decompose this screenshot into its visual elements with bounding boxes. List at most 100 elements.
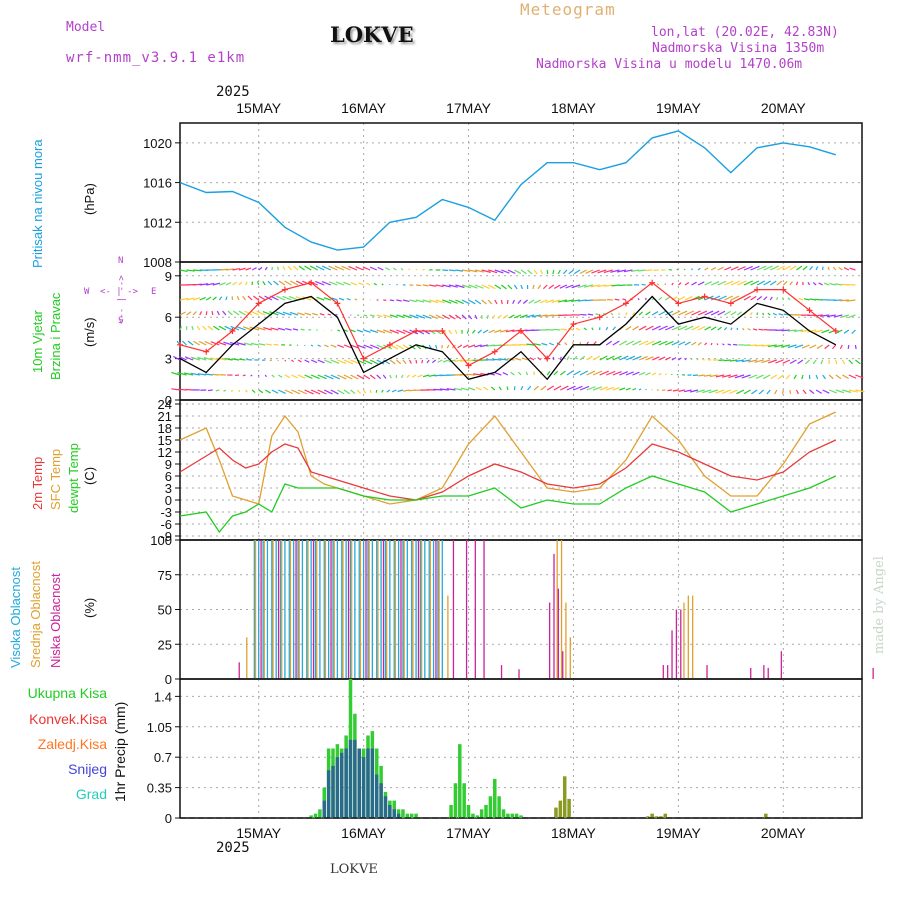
wind-arrow xyxy=(258,343,266,346)
wind-arrow xyxy=(684,325,694,331)
precip-total-bar xyxy=(313,813,318,818)
gust-marker xyxy=(413,328,420,334)
wind-arrow xyxy=(651,372,657,376)
wind-arrow xyxy=(584,284,594,288)
wind-arrow xyxy=(737,280,747,286)
wind-arrow xyxy=(835,283,843,286)
compass-e: E xyxy=(151,287,157,297)
precip-total-bar xyxy=(471,813,475,818)
wind-arrow xyxy=(376,359,385,365)
wind-arrow xyxy=(490,386,496,391)
wind-arrow xyxy=(727,343,732,346)
wind-arrow xyxy=(435,284,444,288)
gust-marker xyxy=(570,321,577,328)
wind-arrow xyxy=(737,266,746,271)
wind-arrow xyxy=(605,326,609,331)
wind-arrow xyxy=(381,283,384,286)
wind-arrow xyxy=(429,299,439,304)
wind-arrow xyxy=(461,299,470,305)
wind-arrow xyxy=(724,295,734,301)
wind-arrow xyxy=(256,310,266,316)
wind-arrow xyxy=(277,359,279,362)
wind-arrow xyxy=(376,329,386,334)
wind-arrow xyxy=(253,295,260,301)
wind-arrow xyxy=(533,385,539,391)
wind-arrow xyxy=(216,310,220,316)
wind-arrow xyxy=(500,299,503,305)
wind-arrow xyxy=(402,299,410,302)
wind-arrow xyxy=(559,356,562,361)
wind-arrow xyxy=(267,280,273,286)
wind-arrow xyxy=(297,312,305,316)
precip-total-bar xyxy=(663,813,668,818)
gust-marker xyxy=(675,300,682,307)
wind-arrow xyxy=(812,282,817,286)
wind-arrow xyxy=(814,329,823,333)
wind-arrow xyxy=(442,299,452,304)
wind-arrow xyxy=(481,284,490,289)
wind-arrow xyxy=(251,389,256,393)
wind-arrow xyxy=(501,269,510,274)
wind-arrow xyxy=(813,314,823,317)
wind-arrow xyxy=(356,314,360,317)
wind-arrow xyxy=(546,385,555,391)
wind-arrow xyxy=(363,314,368,317)
precip-total-bar xyxy=(475,815,480,818)
wind-arrow xyxy=(428,374,436,377)
wind-arrow xyxy=(781,329,790,332)
wind-arrow xyxy=(665,310,674,316)
sfc-temp-line xyxy=(179,411,837,505)
wind-arrow xyxy=(533,343,541,346)
precip-total-bar xyxy=(654,816,659,818)
wind-arrow xyxy=(671,341,680,346)
wind-arrow xyxy=(480,344,489,348)
gust-marker xyxy=(727,300,734,307)
wind-arrow xyxy=(592,370,603,376)
wind-arrow xyxy=(678,296,686,301)
wind-arrow xyxy=(231,358,240,361)
wind-arrow xyxy=(381,389,384,393)
gust-marker xyxy=(308,279,315,286)
wind-arrow xyxy=(604,284,613,287)
wind-arrow xyxy=(552,269,555,275)
wind-arrow xyxy=(448,329,453,335)
wind-arrow xyxy=(763,296,768,301)
gust-marker xyxy=(439,328,446,334)
wind-arrow xyxy=(789,389,792,395)
wind-arrow xyxy=(179,297,189,301)
wind-arrow xyxy=(703,374,712,377)
wind-arrow xyxy=(520,385,524,391)
wind-arrow xyxy=(723,359,731,362)
wind-arrow xyxy=(730,295,740,301)
wind-arrow xyxy=(310,359,318,364)
wind-arrow xyxy=(494,269,504,274)
wind-arrow xyxy=(690,268,693,271)
wind-arrow xyxy=(321,281,332,286)
precip-snow-bar xyxy=(392,809,396,818)
wind-arrow xyxy=(207,325,214,331)
wind-arrow xyxy=(632,387,637,391)
wind-arrow xyxy=(750,295,757,301)
wind-arrow xyxy=(409,314,419,319)
wind-arrow xyxy=(855,389,865,393)
precip-total-bar xyxy=(414,813,418,818)
wind-arrow xyxy=(422,268,425,271)
wind-arrow xyxy=(455,269,464,272)
wind-arrow xyxy=(474,269,485,273)
wind-arrow xyxy=(500,284,507,290)
wind-arrow xyxy=(520,284,523,290)
wind-arrow xyxy=(664,296,670,301)
precip-total-bar xyxy=(659,816,663,818)
wind-arrow xyxy=(337,374,347,380)
wind-arrow xyxy=(793,374,797,380)
wind-arrow xyxy=(288,295,299,301)
precip-snow-bar xyxy=(340,752,344,818)
wind-arrow xyxy=(282,266,286,271)
legend-frz: Zaledj.Kisa xyxy=(37,736,107,752)
wind-arrow xyxy=(527,385,532,391)
wind-arrow xyxy=(338,297,345,301)
wind-arrow xyxy=(573,385,583,391)
y-tick-label: 0.35 xyxy=(147,781,172,796)
wind-arrow xyxy=(474,344,482,348)
wind-arrow xyxy=(691,310,701,316)
